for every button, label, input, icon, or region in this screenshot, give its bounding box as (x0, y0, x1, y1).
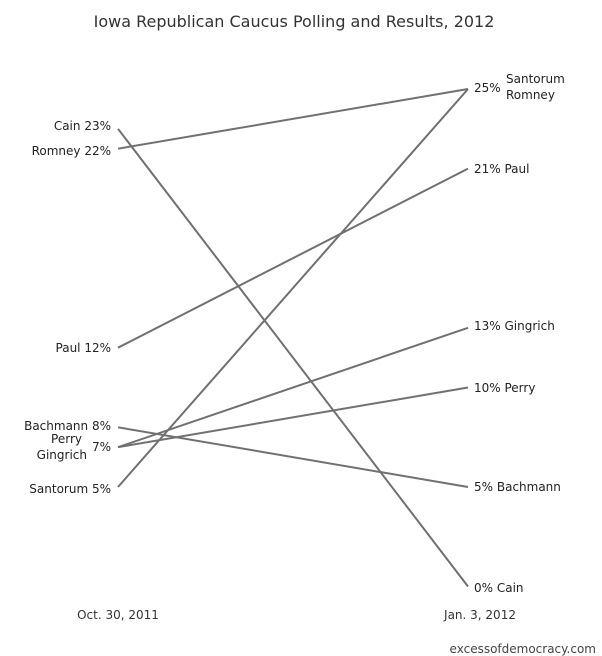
left-label-3: Paul 12% (56, 341, 111, 355)
series-line-romney (117, 88, 469, 150)
right-label-6: 10% Perry (474, 381, 535, 395)
left-labels: Cain 23% Romney 22% Paul 12% Bachmann 8%Per… (24, 119, 111, 496)
right-labels: 25% Santorum Romney 21% Paul 13% Gingrich 10%… (474, 72, 565, 595)
left-label-2: Romney 22% (32, 144, 111, 158)
left-label-1: Cain 23% (54, 119, 111, 133)
right-label-2: Santorum (506, 72, 565, 86)
left-label-4: Bachmann 8% (24, 419, 111, 433)
series-line-gingrich (117, 326, 469, 449)
series-line-paul (117, 167, 469, 349)
left-label-8: Santorum 5% (29, 482, 111, 496)
source-credit: excessofdemocracy.com (450, 642, 596, 656)
left-label-6: 7% (92, 440, 111, 454)
right-label-7: 5% Bachmann (474, 480, 561, 494)
left-label-7: Gingrich (37, 448, 87, 462)
series-line-bachmann (117, 426, 469, 488)
chart-title: Iowa Republican Caucus Polling and Resul… (94, 12, 495, 31)
series-line-santorum (117, 88, 469, 488)
right-label-3: Romney (506, 88, 555, 102)
right-label-5: 13% Gingrich (474, 319, 555, 333)
series-lines (117, 88, 469, 588)
x-label-start: Oct. 30, 2011 (77, 608, 159, 622)
series-line-perry (117, 386, 469, 449)
x-label-end: Jan. 3, 2012 (443, 608, 516, 622)
series-line-cain (117, 128, 469, 588)
right-label-8: 0% Cain (474, 581, 524, 595)
right-label-4: 21% Paul (474, 162, 529, 176)
right-label-1: 25% (474, 81, 501, 95)
left-label-5: Perry (51, 432, 82, 446)
